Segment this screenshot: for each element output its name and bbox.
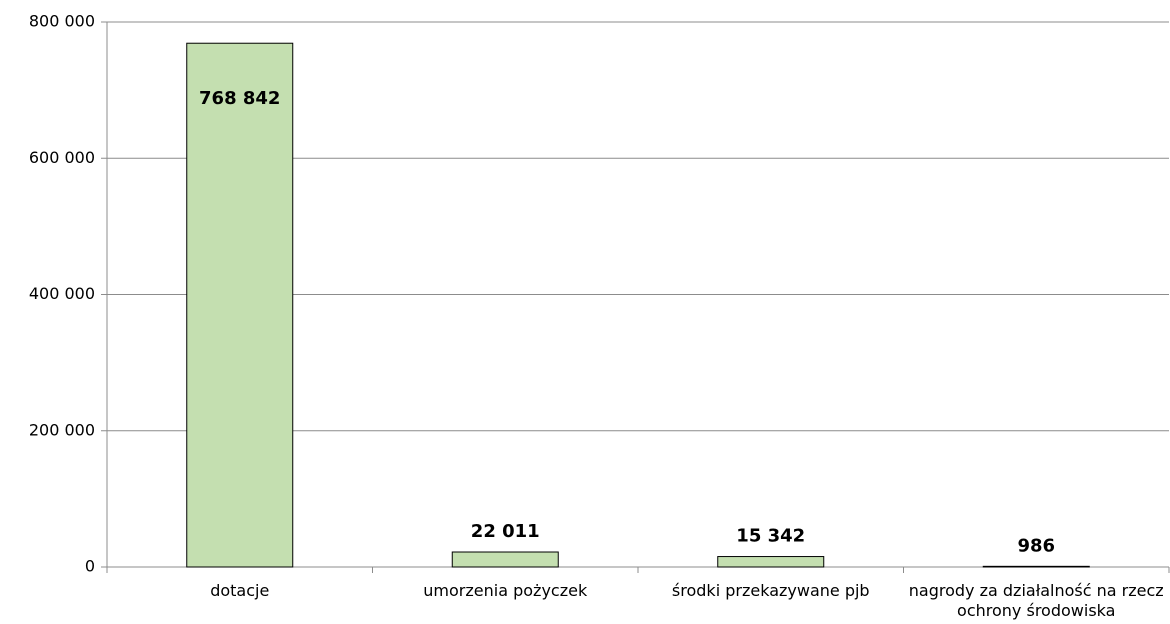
value-label: 986 xyxy=(1017,535,1055,556)
x-tick-label: środki przekazywane pjb xyxy=(671,581,870,600)
value-label: 768 842 xyxy=(199,88,280,109)
y-tick-label: 800 000 xyxy=(29,12,95,31)
bar xyxy=(186,42,294,568)
x-tick-label: dotacje xyxy=(210,581,270,600)
bar xyxy=(451,551,559,568)
y-tick-label: 600 000 xyxy=(29,148,95,167)
value-label: 15 342 xyxy=(736,526,805,547)
bar xyxy=(717,556,825,568)
bar xyxy=(982,565,1090,568)
y-tick-label: 400 000 xyxy=(29,284,95,303)
y-tick-label: 0 xyxy=(85,557,95,576)
x-tick-label: umorzenia pożyczek xyxy=(423,581,588,600)
y-tick-label: 200 000 xyxy=(29,420,95,439)
value-label: 22 011 xyxy=(471,521,540,542)
x-tick-label: nagrody za działalność na rzecz ochrony … xyxy=(908,581,1164,620)
